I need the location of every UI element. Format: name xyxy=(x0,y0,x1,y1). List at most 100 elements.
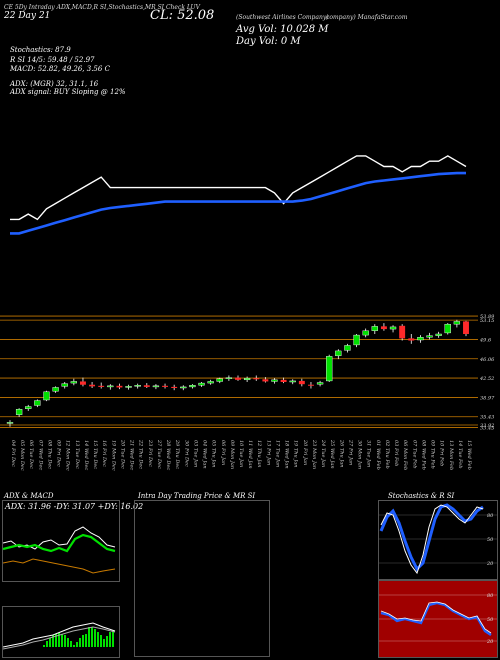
date-tick-label: 05 Mon Dec xyxy=(19,440,25,471)
date-tick-label: 30 Fri Dec xyxy=(183,440,189,467)
date-tick-label: 07 Wed Dec xyxy=(37,440,43,470)
macd-histogram-bar xyxy=(91,627,93,647)
candle-body xyxy=(463,321,469,334)
candle-body xyxy=(243,377,251,381)
stochastics-panel: 80 50 20 xyxy=(378,500,498,580)
moving-average-line xyxy=(10,171,466,235)
date-tick-label: 04 Wed Jan xyxy=(202,440,208,469)
rsi-level-50: 50 xyxy=(487,617,494,623)
date-tick-label: 09 Mon Jan xyxy=(229,440,235,469)
price-tick-label: 49.6 xyxy=(479,337,492,343)
candle-body xyxy=(61,383,68,387)
date-tick-label: 06 Mon Feb xyxy=(402,440,408,470)
volume-chart xyxy=(10,155,467,235)
candle-body xyxy=(6,422,14,424)
candle-body xyxy=(89,384,96,387)
candle-body xyxy=(298,380,305,385)
date-tick-label: 24 Tue Jan xyxy=(320,439,326,467)
candle-body xyxy=(262,379,269,382)
date-tick-label: 05 Thu Jan xyxy=(211,440,217,468)
date-tick-label: 25 Wed Jan xyxy=(329,439,335,469)
date-tick-label: 02 Thu Feb xyxy=(384,440,390,469)
date-tick-label: 18 Wed Jan xyxy=(284,440,290,469)
candle-body xyxy=(180,386,187,389)
macd-panel xyxy=(2,606,120,658)
macd-histogram-bar xyxy=(52,635,54,647)
adx-signal-stat: ADX signal: BUY Sloping @ 12% xyxy=(10,88,126,96)
candle-body xyxy=(189,385,196,388)
close-price: CL: 52.08 xyxy=(150,8,215,23)
rsi-panel: 80 50 20 xyxy=(378,580,498,658)
macd-histogram-bar xyxy=(64,635,66,647)
candle-body xyxy=(34,400,41,406)
macd-histogram-bar xyxy=(49,638,51,647)
stoch-level-20: 20 xyxy=(486,561,494,567)
date-tick-label: 15 Wed Feb xyxy=(466,440,472,470)
candle-body xyxy=(70,381,78,384)
adx-panel-title: ADX & MACD xyxy=(4,492,54,500)
date-tick-label: 15 Thu Dec xyxy=(92,440,98,469)
price-tick-label: 38.97 xyxy=(480,395,495,401)
price-tick-label: 42.52 xyxy=(479,376,494,382)
date-tick-label: 10 Tue Jan xyxy=(238,440,244,467)
adx-values: ADX: 31.96 -DY: 31.07 +DY: 16.02 xyxy=(5,502,144,511)
macd-histogram-bar xyxy=(82,635,84,647)
candle-body xyxy=(307,384,314,386)
date-tick-label: 12 Mon Dec xyxy=(65,440,71,471)
candle-body xyxy=(280,379,287,382)
macd-histogram-bar xyxy=(103,639,105,647)
stochastics-stat: Stochastics: 87.9 xyxy=(10,46,71,54)
date-tick-label: 06 Tue Dec xyxy=(28,440,34,469)
date-tick-label: 09 Fri Dec xyxy=(56,440,62,467)
candle-body xyxy=(52,387,59,392)
candle-body xyxy=(107,385,114,388)
price-tick-label: 53.89 xyxy=(480,314,495,320)
avg-volume: Avg Vol: 10.028 M xyxy=(236,24,329,35)
candle-body xyxy=(271,379,278,382)
macd-histogram-bar xyxy=(58,633,60,647)
candle-body xyxy=(171,386,178,388)
date-tick-label: 22 Thu Dec xyxy=(138,439,144,469)
candle-body xyxy=(216,378,223,382)
candle-body xyxy=(289,380,296,383)
date-tick-label: 11 Wed Jan xyxy=(247,440,253,469)
date-tick-label: 27 Tue Dec xyxy=(156,439,162,469)
date-tick-label: 03 Fri Feb xyxy=(393,440,399,466)
price-tick-label: 46.06 xyxy=(479,357,495,363)
candle-body xyxy=(207,381,214,384)
macd-histogram-bar xyxy=(79,638,81,647)
candle-body xyxy=(125,386,132,388)
date-tick-label: 08 Wed Feb xyxy=(420,440,426,470)
date-tick-label: 10 Fri Feb xyxy=(439,440,445,466)
candlestick-chart: 53.8953.1549.646.0642.5238.9735.4333.923… xyxy=(0,314,495,471)
macd-histogram-bar xyxy=(55,634,57,647)
adx-panel: ADX: 31.96 -DY: 31.07 +DY: 16.02 xyxy=(2,500,143,582)
date-tick-label: 17 Tue Jan xyxy=(274,440,280,467)
intraday-panel xyxy=(134,500,270,657)
date-tick-label: 29 Thu Dec xyxy=(174,439,180,469)
date-tick-label: 14 Wed Dec xyxy=(83,440,89,470)
candle-body xyxy=(116,385,123,388)
date-tick-label: 12 Thu Jan xyxy=(256,440,262,468)
date-tick-label: 23 Fri Dec xyxy=(147,439,153,467)
price-line xyxy=(10,155,467,221)
macd-histogram-bar xyxy=(70,641,72,647)
macd-histogram-bar xyxy=(67,638,69,647)
macd-histogram-bar xyxy=(73,645,75,647)
date-tick-label: 16 Fri Dec xyxy=(101,440,107,467)
macd-histogram-bar xyxy=(97,632,99,647)
macd-stat: MACD: 52.82, 49.26, 3.56 C xyxy=(10,65,110,73)
candle-body xyxy=(371,326,378,331)
date-tick-label: 08 Thu Dec xyxy=(46,440,52,469)
macd-histogram-bar xyxy=(76,642,78,647)
date-tick-label: 04 Fri Dec xyxy=(10,440,16,467)
date-tick-label: 13 Mon Feb xyxy=(448,440,454,470)
date-tick-label: 14 Tue Feb xyxy=(457,440,463,468)
date-tick-label: 03 Tue Jan xyxy=(192,440,198,467)
candle-body xyxy=(335,350,342,357)
candle-body xyxy=(143,385,150,387)
candle-body xyxy=(444,323,451,334)
candle-body xyxy=(316,382,324,385)
date-tick-label: 19 Mon Dec xyxy=(110,440,116,471)
date-tick-label: 30 Mon Jan xyxy=(357,440,363,469)
